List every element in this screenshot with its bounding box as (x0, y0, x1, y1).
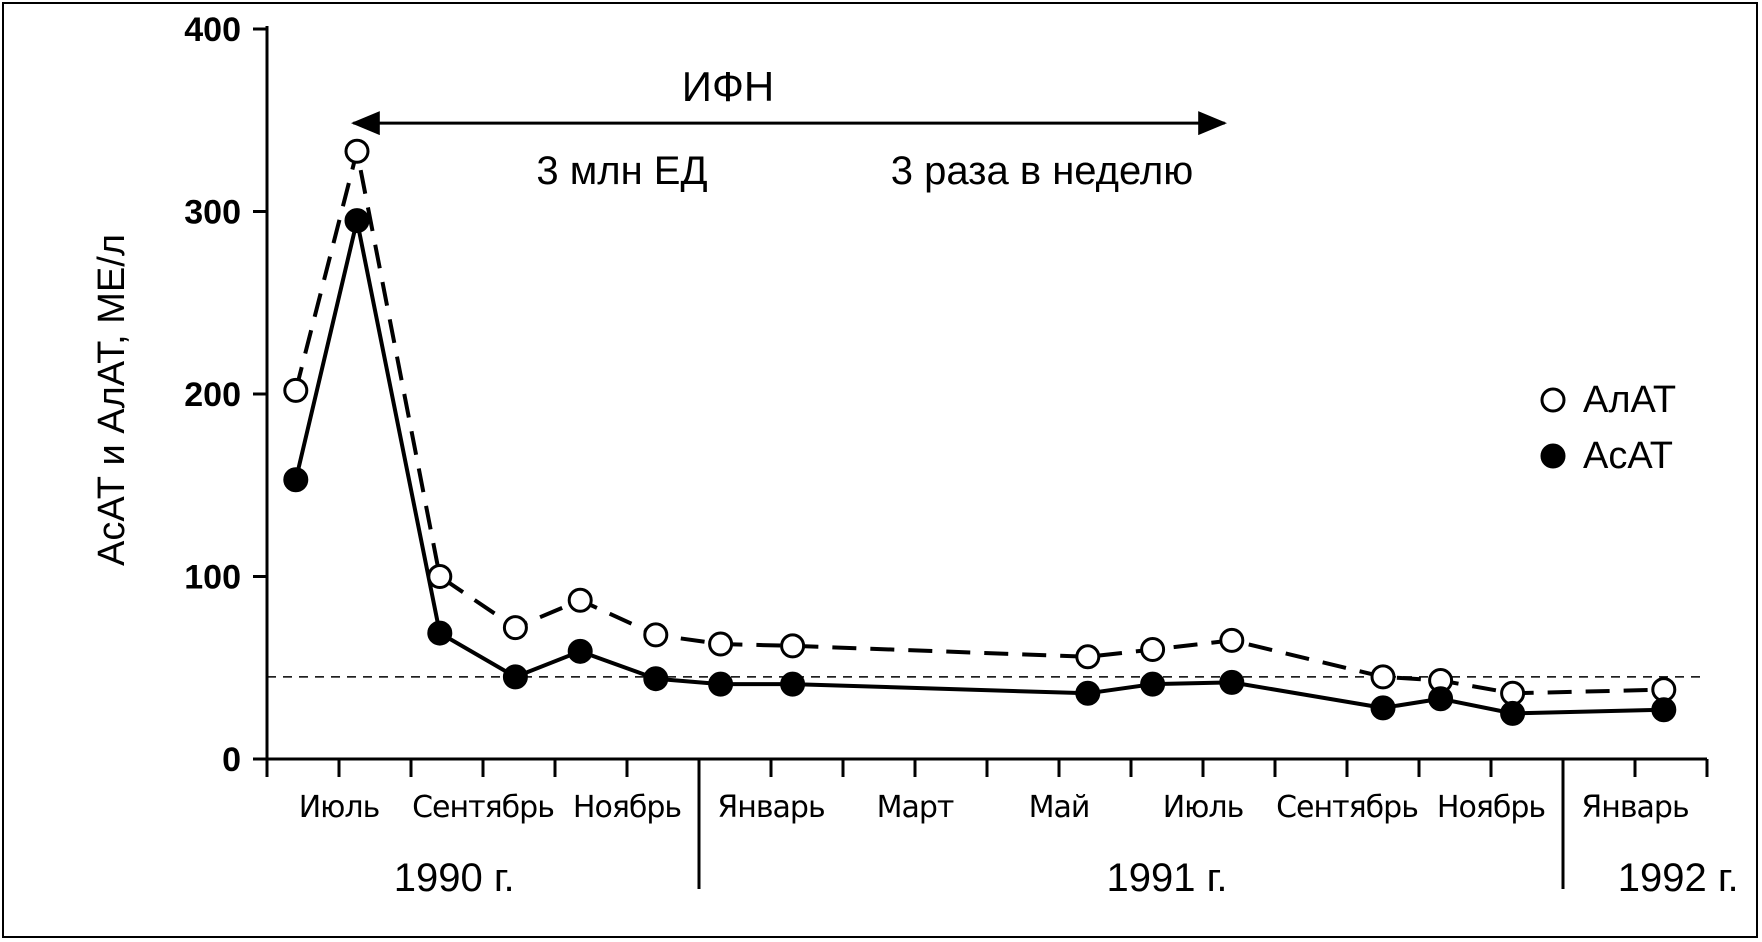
alat-point (1075, 644, 1101, 670)
alat-point (1219, 627, 1245, 653)
x-tick-label: Ноябрь (573, 790, 681, 825)
annotation-group: ИФН 3 млн ЕД 3 раза в неделю (350, 63, 1227, 193)
asat-point (1651, 697, 1677, 723)
x-tick-label: Январь (717, 790, 824, 825)
legend-marker-alat (1540, 387, 1566, 413)
year-label: 1992 г. (1618, 856, 1739, 900)
y-tick-label: 100 (184, 559, 241, 597)
asat-point (643, 666, 669, 692)
asat-point (344, 208, 370, 234)
asat-point (1370, 695, 1396, 721)
x-tick-label: Сентябрь (412, 790, 554, 825)
x-tick-label: Январь (1581, 790, 1688, 825)
asat-point (1075, 680, 1101, 706)
alat-point (1140, 637, 1166, 662)
y-tick-label: 0 (222, 741, 241, 779)
x-tick-label: Сентябрь (1276, 790, 1418, 825)
x-tick-label: Ноябрь (1437, 790, 1545, 825)
y-tick-label: 400 (184, 11, 241, 49)
series-line-asat (293, 218, 1664, 716)
legend: АлАТ АсАТ (1540, 379, 1676, 477)
annotation-schedule: 3 раза в неделю (891, 149, 1194, 193)
alat-point (708, 631, 734, 657)
asat-point (567, 638, 593, 664)
x-tick-label: Май (1029, 790, 1090, 825)
alat-point (283, 377, 309, 403)
y-tick-label: 300 (184, 194, 241, 232)
alat-point (1370, 664, 1396, 690)
y-axis-label: АсАТ и АлАТ, МЕ/л (91, 234, 133, 566)
legend-marker-asat (1540, 443, 1566, 469)
legend-label: АлАТ (1583, 379, 1676, 421)
alat-point (344, 138, 370, 164)
axes: 0 100 200 300 400 АсАТ и АлАТ, МЕ/л Июль Сентяб… (91, 11, 1739, 900)
asat-point (1219, 669, 1245, 695)
annotation-label: ИФН (682, 63, 774, 110)
asat-point (1428, 686, 1454, 712)
year-label: 1990 г. (394, 856, 515, 900)
asat-point (1140, 671, 1166, 697)
x-tick-label: Июль (1163, 790, 1244, 825)
x-tick-label: Март (877, 790, 954, 825)
series-group (283, 138, 1677, 726)
annotation-dose: 3 млн ЕД (536, 149, 707, 193)
alat-point (780, 633, 806, 659)
year-label: 1991 г. (1107, 856, 1228, 900)
x-tick-label: Июль (299, 790, 380, 825)
asat-point (708, 671, 734, 697)
asat-point (780, 671, 806, 697)
alat-point (643, 622, 669, 648)
alat-point (427, 564, 453, 589)
asat-point (502, 664, 528, 690)
asat-point (1500, 700, 1526, 726)
asat-point (427, 620, 453, 646)
alat-point (567, 587, 593, 613)
asat-point (283, 467, 309, 493)
alat-point (502, 615, 528, 641)
legend-label: АсАТ (1583, 435, 1673, 477)
y-tick-label: 200 (184, 376, 241, 414)
series-line-alat (293, 149, 1664, 696)
